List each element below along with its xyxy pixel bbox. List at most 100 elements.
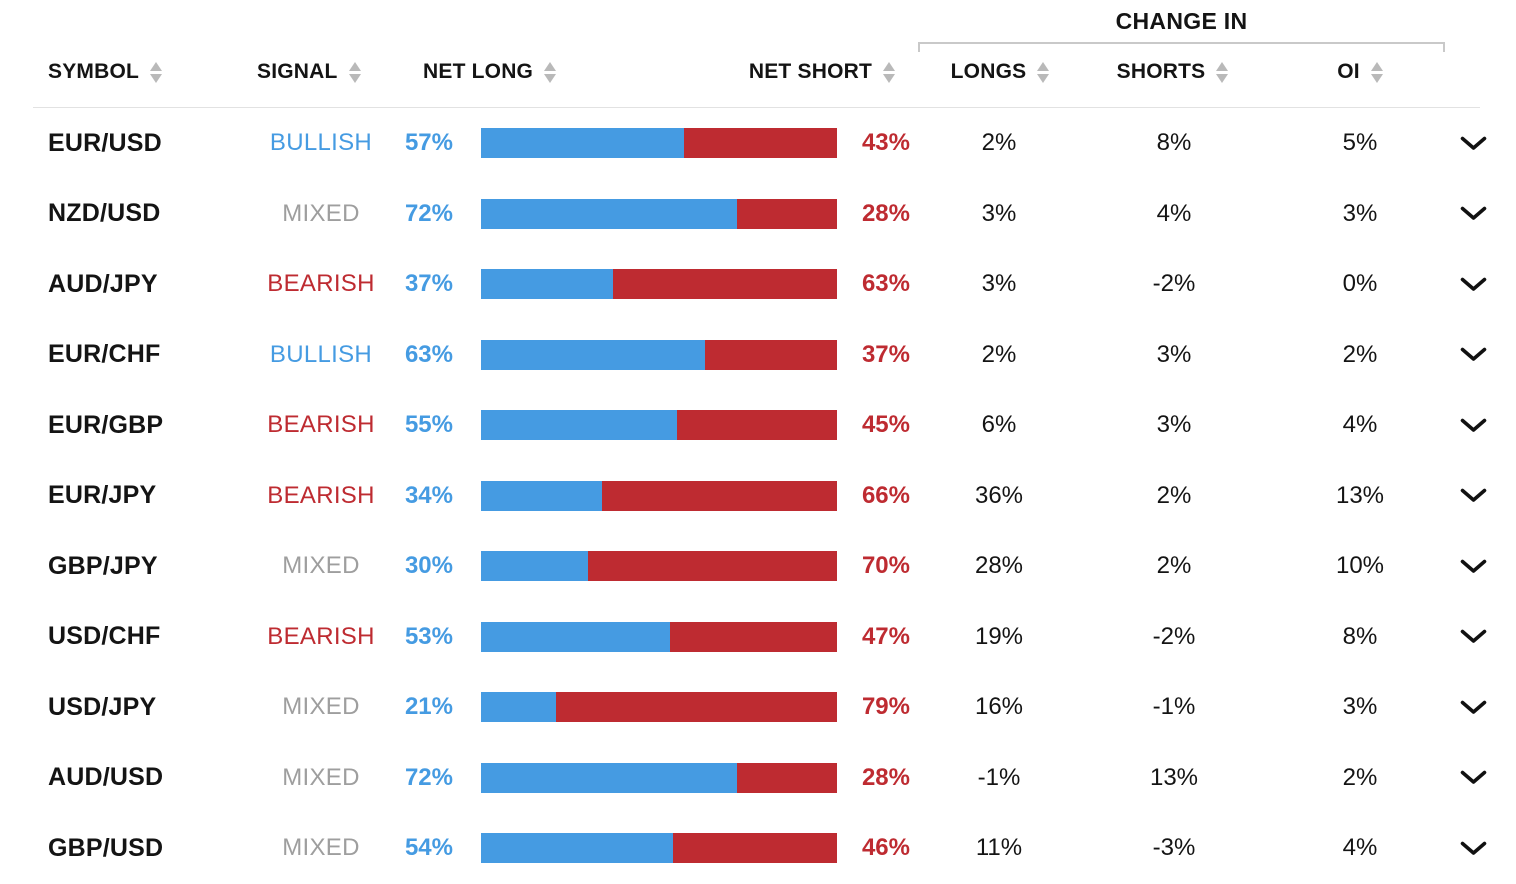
signal-badge: BULLISH (269, 129, 373, 157)
signal-badge: BEARISH (267, 622, 375, 650)
symbol-cell: EUR/JPY (48, 481, 157, 510)
chevron-down-icon (1460, 629, 1487, 644)
table-row[interactable]: EUR/GBP BEARISH 55% 45% 6% 3% 4% (0, 390, 1516, 461)
change-shorts-value: 13% (1149, 763, 1199, 791)
net-short-bar-segment (683, 128, 837, 159)
symbol-cell: EUR/CHF (48, 340, 161, 369)
signal-badge: MIXED (282, 763, 360, 791)
column-header-net-short-label: NET SHORT (748, 60, 872, 83)
chevron-down-icon (1460, 418, 1487, 432)
net-short-bar-segment (555, 692, 837, 723)
change-in-group-header: CHANGE IN (1115, 8, 1248, 34)
change-shorts-value: 4% (1156, 199, 1192, 227)
expand-row-button[interactable] (1460, 277, 1487, 292)
sentiment-bar (481, 551, 837, 582)
net-short-bar-segment (705, 339, 837, 370)
sort-arrows-icon[interactable] (544, 61, 557, 83)
change-shorts-value: 8% (1156, 129, 1192, 157)
sentiment-bar (481, 198, 837, 229)
change-shorts-value: 2% (1156, 481, 1192, 509)
sort-arrows-icon[interactable] (883, 61, 895, 83)
net-short-bar-segment (602, 480, 837, 511)
net-short-value: 66% (861, 481, 910, 509)
net-short-bar-segment (737, 198, 837, 229)
expand-row-button[interactable] (1460, 629, 1487, 644)
signal-badge: BEARISH (267, 481, 375, 509)
chevron-down-icon (1460, 347, 1487, 362)
table-row[interactable]: GBP/USD MIXED 54% 46% 11% -3% 4% (0, 813, 1516, 884)
net-short-value: 37% (861, 340, 910, 368)
change-oi-value: 5% (1342, 129, 1378, 157)
sentiment-bar (481, 339, 837, 370)
expand-row-button[interactable] (1460, 770, 1487, 785)
change-longs-value: 6% (981, 411, 1017, 439)
net-short-value: 63% (861, 270, 910, 298)
column-header-net-short[interactable]: NET SHORT (600, 56, 895, 88)
change-shorts-value: -1% (1152, 693, 1196, 721)
expand-row-button[interactable] (1460, 136, 1487, 151)
table-row[interactable]: EUR/CHF BULLISH 63% 37% 2% 3% 2% (0, 320, 1516, 391)
net-long-bar-segment (481, 339, 706, 370)
column-header-signal[interactable]: SIGNAL (257, 56, 361, 88)
net-short-value: 28% (861, 763, 910, 791)
column-header-net-long[interactable]: NET LONG (423, 56, 557, 88)
signal-badge: BEARISH (267, 270, 375, 298)
signal-badge: MIXED (282, 834, 360, 862)
column-header-oi[interactable]: OI (1290, 56, 1430, 88)
change-oi-value: 3% (1342, 199, 1378, 227)
net-long-value: 37% (404, 270, 453, 298)
table-row[interactable]: EUR/JPY BEARISH 34% 66% 36% 2% 13% (0, 461, 1516, 532)
net-short-value: 45% (861, 411, 910, 439)
column-header-signal-label: SIGNAL (257, 60, 338, 83)
sort-arrows-icon[interactable] (1037, 61, 1050, 83)
chevron-down-icon (1460, 700, 1487, 714)
chevron-down-icon (1460, 770, 1487, 785)
net-long-bar-segment (481, 833, 674, 864)
table-row[interactable]: NZD/USD MIXED 72% 28% 3% 4% 3% (0, 179, 1516, 250)
symbol-cell: AUD/JPY (48, 269, 158, 298)
column-header-oi-label: OI (1337, 60, 1360, 83)
column-header-symbol[interactable]: SYMBOL (48, 56, 163, 88)
header-divider (33, 107, 1480, 108)
expand-row-button[interactable] (1460, 700, 1487, 715)
expand-row-button[interactable] (1460, 418, 1487, 433)
net-short-value: 47% (861, 622, 910, 650)
change-longs-value: 19% (974, 622, 1024, 650)
net-long-value: 63% (404, 340, 453, 368)
net-short-value: 28% (861, 199, 910, 227)
net-short-bar-segment (587, 551, 837, 582)
change-in-bracket (918, 42, 1445, 52)
column-header-shorts[interactable]: SHORTS (1090, 56, 1255, 88)
sort-arrows-icon[interactable] (150, 61, 163, 83)
expand-row-button[interactable] (1460, 488, 1487, 503)
net-long-value: 53% (404, 622, 453, 650)
column-header-net-long-label: NET LONG (423, 60, 534, 83)
net-long-value: 30% (404, 552, 453, 580)
expand-row-button[interactable] (1460, 347, 1487, 362)
sort-arrows-icon[interactable] (1370, 61, 1383, 83)
chevron-down-icon (1460, 488, 1487, 503)
change-oi-value: 10% (1335, 552, 1385, 580)
change-oi-value: 4% (1342, 411, 1378, 439)
table-row[interactable]: USD/CHF BEARISH 53% 47% 19% -2% 8% (0, 602, 1516, 673)
sort-arrows-icon[interactable] (1216, 61, 1229, 83)
net-short-bar-segment (612, 269, 837, 300)
table-row[interactable]: EUR/USD BULLISH 57% 43% 2% 8% 5% (0, 108, 1516, 179)
net-long-bar-segment (481, 621, 670, 652)
expand-row-button[interactable] (1460, 841, 1487, 856)
column-header-longs[interactable]: LONGS (920, 56, 1080, 88)
sort-arrows-icon[interactable] (348, 61, 361, 83)
table-row[interactable]: USD/JPY MIXED 21% 79% 16% -1% 3% (0, 672, 1516, 743)
expand-row-button[interactable] (1460, 206, 1487, 221)
change-oi-value: 2% (1342, 340, 1378, 368)
change-oi-value: 3% (1342, 693, 1378, 721)
change-shorts-value: 3% (1156, 411, 1192, 439)
table-row[interactable]: AUD/USD MIXED 72% 28% -1% 13% 2% (0, 743, 1516, 814)
expand-row-button[interactable] (1460, 559, 1487, 574)
net-long-bar-segment (481, 410, 677, 441)
table-row[interactable]: AUD/JPY BEARISH 37% 63% 3% -2% 0% (0, 249, 1516, 320)
change-longs-value: 2% (981, 129, 1017, 157)
column-header-symbol-label: SYMBOL (48, 60, 140, 83)
sentiment-bar (481, 762, 837, 793)
table-row[interactable]: GBP/JPY MIXED 30% 70% 28% 2% 10% (0, 531, 1516, 602)
